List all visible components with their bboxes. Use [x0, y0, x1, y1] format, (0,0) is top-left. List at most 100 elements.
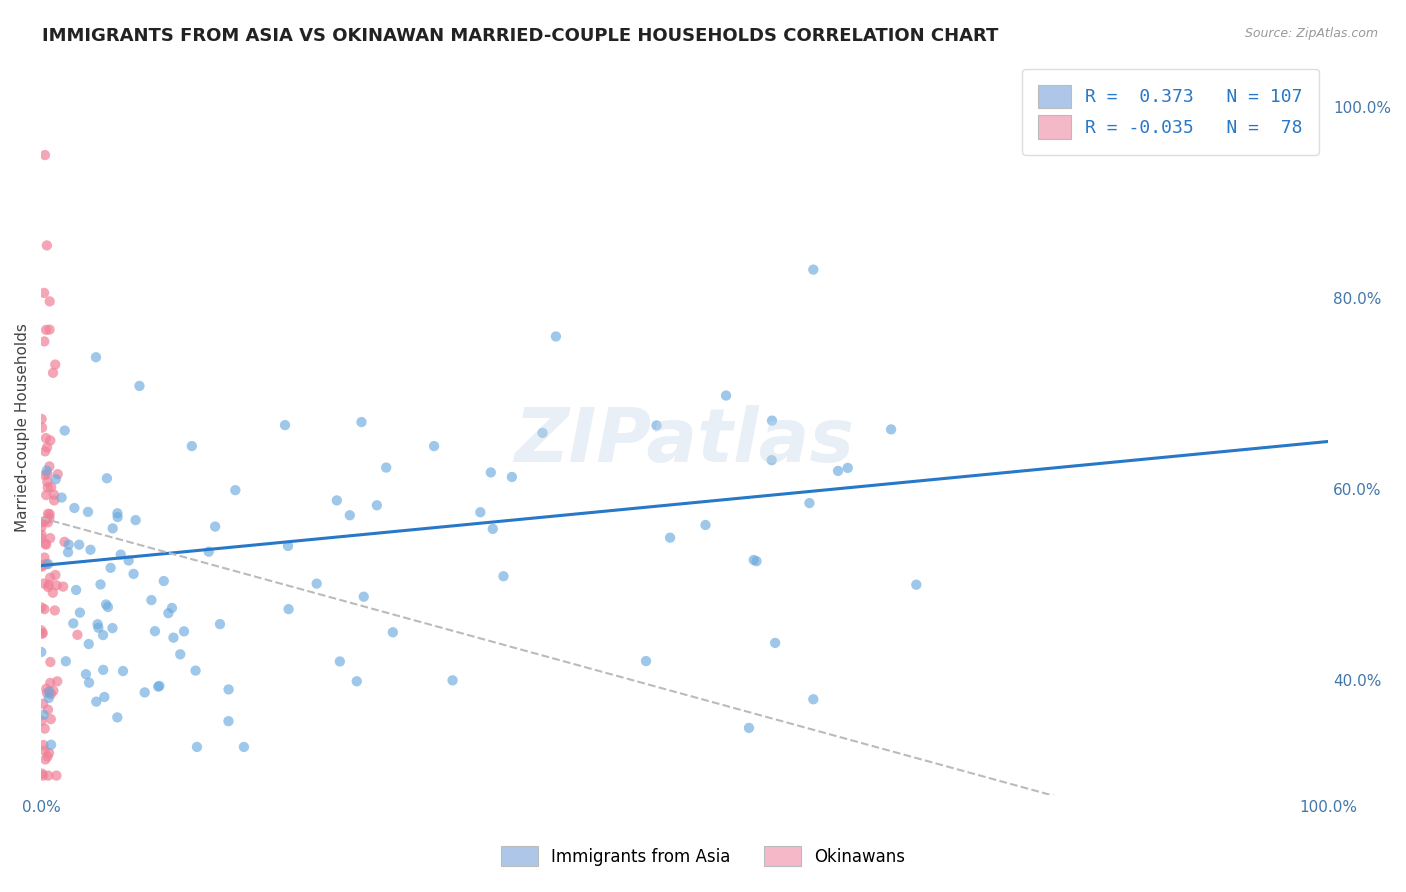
Point — [69, 606, 91, 620]
Point — [645, 418, 668, 433]
Point — [96, 471, 118, 485]
Point — [37, 507, 59, 521]
Point — [38, 746, 60, 760]
Point — [763, 636, 786, 650]
Point — [305, 576, 328, 591]
Point — [37, 703, 59, 717]
Point — [94, 598, 117, 612]
Point — [35, 681, 58, 696]
Point — [184, 664, 207, 678]
Point — [101, 521, 124, 535]
Point — [34, 550, 56, 565]
Legend: R =  0.373   N = 107, R = -0.035   N =  78: R = 0.373 N = 107, R = -0.035 N = 78 — [1022, 69, 1319, 154]
Point — [501, 470, 523, 484]
Point — [38, 323, 60, 337]
Point — [37, 475, 59, 489]
Point — [31, 559, 53, 574]
Point — [45, 472, 67, 486]
Point — [277, 602, 299, 616]
Point — [162, 631, 184, 645]
Point — [89, 577, 111, 591]
Point — [35, 488, 58, 502]
Point — [39, 480, 62, 494]
Point — [97, 600, 120, 615]
Point — [34, 444, 56, 458]
Point — [35, 238, 58, 252]
Point — [55, 654, 77, 668]
Point — [799, 496, 821, 510]
Point — [34, 743, 56, 757]
Point — [880, 422, 903, 436]
Legend: Immigrants from Asia, Okinawans: Immigrants from Asia, Okinawans — [494, 838, 912, 875]
Point — [117, 553, 139, 567]
Point — [56, 545, 79, 559]
Point — [35, 323, 58, 337]
Point — [381, 625, 404, 640]
Point — [31, 412, 53, 426]
Point — [31, 515, 53, 529]
Point — [75, 667, 97, 681]
Point — [34, 752, 56, 766]
Point — [169, 648, 191, 662]
Point — [274, 418, 297, 433]
Point — [366, 498, 388, 512]
Point — [46, 674, 69, 689]
Point — [32, 576, 55, 591]
Point — [38, 684, 60, 698]
Point — [35, 557, 58, 571]
Point — [38, 507, 60, 521]
Point — [134, 685, 156, 699]
Point — [45, 769, 67, 783]
Point — [37, 580, 59, 594]
Point — [42, 683, 65, 698]
Point — [695, 518, 717, 533]
Point — [105, 710, 128, 724]
Point — [35, 431, 58, 445]
Point — [157, 606, 180, 620]
Point — [77, 505, 100, 519]
Point — [339, 508, 361, 523]
Point — [107, 510, 129, 524]
Point — [77, 637, 100, 651]
Point — [346, 674, 368, 689]
Point — [100, 561, 122, 575]
Point — [544, 329, 567, 343]
Point — [30, 520, 52, 534]
Point — [53, 534, 76, 549]
Point — [326, 493, 349, 508]
Point — [148, 679, 170, 693]
Point — [30, 600, 52, 615]
Point — [481, 522, 503, 536]
Point — [35, 538, 58, 552]
Point — [31, 420, 53, 434]
Point — [39, 655, 62, 669]
Point — [110, 548, 132, 562]
Point — [37, 749, 59, 764]
Point — [51, 491, 73, 505]
Point — [39, 531, 62, 545]
Point — [35, 464, 58, 478]
Point — [197, 544, 219, 558]
Point — [277, 539, 299, 553]
Point — [30, 558, 52, 573]
Point — [79, 542, 101, 557]
Point — [44, 568, 66, 582]
Point — [32, 738, 55, 752]
Point — [53, 424, 76, 438]
Point — [31, 766, 53, 780]
Point — [141, 593, 163, 607]
Point — [148, 680, 170, 694]
Point — [31, 527, 53, 541]
Point — [204, 519, 226, 533]
Point — [34, 514, 56, 528]
Point — [42, 366, 65, 380]
Point — [67, 538, 90, 552]
Point — [37, 467, 59, 481]
Point — [32, 285, 55, 300]
Text: ZIPatlas: ZIPatlas — [515, 405, 855, 478]
Point — [470, 505, 492, 519]
Point — [738, 721, 761, 735]
Point — [34, 334, 56, 349]
Point — [32, 697, 55, 711]
Point — [218, 682, 240, 697]
